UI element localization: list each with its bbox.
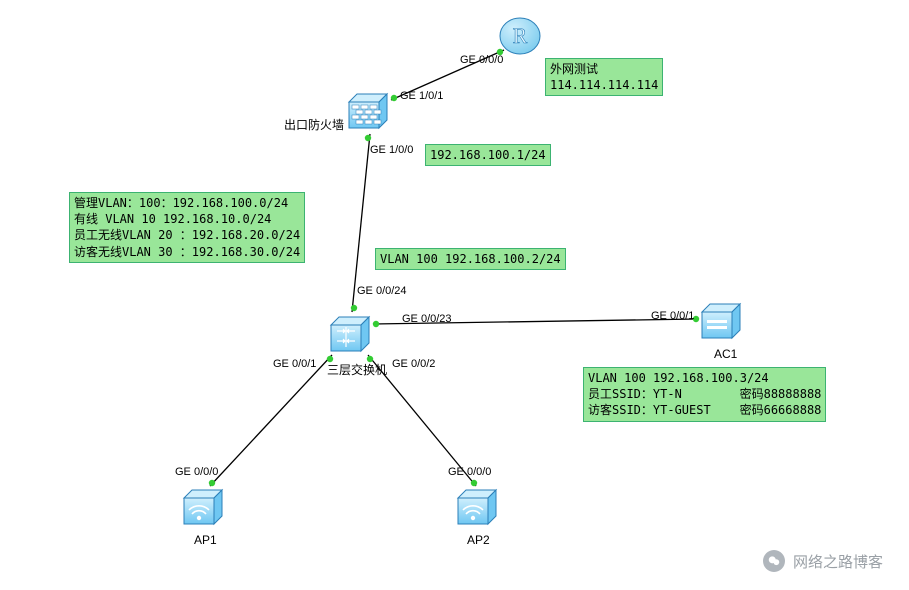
info-box-1: 192.168.100.1/24 (425, 144, 551, 166)
port-label: GE 0/0/24 (357, 285, 407, 297)
port-dot (373, 321, 379, 327)
port-dot (391, 95, 397, 101)
wechat-icon (763, 550, 785, 572)
port-dot (365, 135, 371, 141)
port-label: GE 0/0/2 (392, 358, 435, 370)
port-label: GE 0/0/0 (175, 466, 218, 478)
label-l3switch: 三层交换机 (327, 361, 387, 378)
node-ac1[interactable] (698, 298, 744, 344)
port-label: GE 0/0/0 (460, 54, 503, 66)
port-label: GE 0/0/1 (273, 358, 316, 370)
node-router[interactable]: R (497, 12, 543, 58)
info-box-3: VLAN 100 192.168.100.2/24 (375, 248, 566, 270)
info-box-0: 外网测试 114.114.114.114 (545, 58, 663, 96)
info-box-4: VLAN 100 192.168.100.3/24 员工SSID：YT-N 密码… (583, 367, 826, 422)
watermark: 网络之路博客 (763, 550, 883, 572)
label-ap2: AP2 (467, 533, 490, 547)
port-label: GE 0/0/1 (651, 310, 694, 322)
label-ap1: AP1 (194, 533, 217, 547)
node-layer3-switch[interactable] (327, 311, 373, 357)
label-firewall: 出口防火墙 (284, 116, 344, 133)
label-ac1: AC1 (714, 347, 737, 361)
node-ap1[interactable] (180, 484, 226, 530)
node-ap2[interactable] (454, 484, 500, 530)
info-box-2: 管理VLAN：100：192.168.100.0/24 有线 VLAN 10 1… (69, 192, 305, 263)
port-label: GE 1/0/1 (400, 90, 443, 102)
watermark-text: 网络之路博客 (793, 551, 883, 572)
link-l3sw-ap1 (210, 355, 332, 486)
node-firewall[interactable] (345, 88, 391, 134)
port-label: GE 1/0/0 (370, 144, 413, 156)
port-label: GE 0/0/23 (402, 313, 452, 325)
port-label: GE 0/0/0 (448, 466, 491, 478)
svg-text:R: R (513, 23, 528, 48)
